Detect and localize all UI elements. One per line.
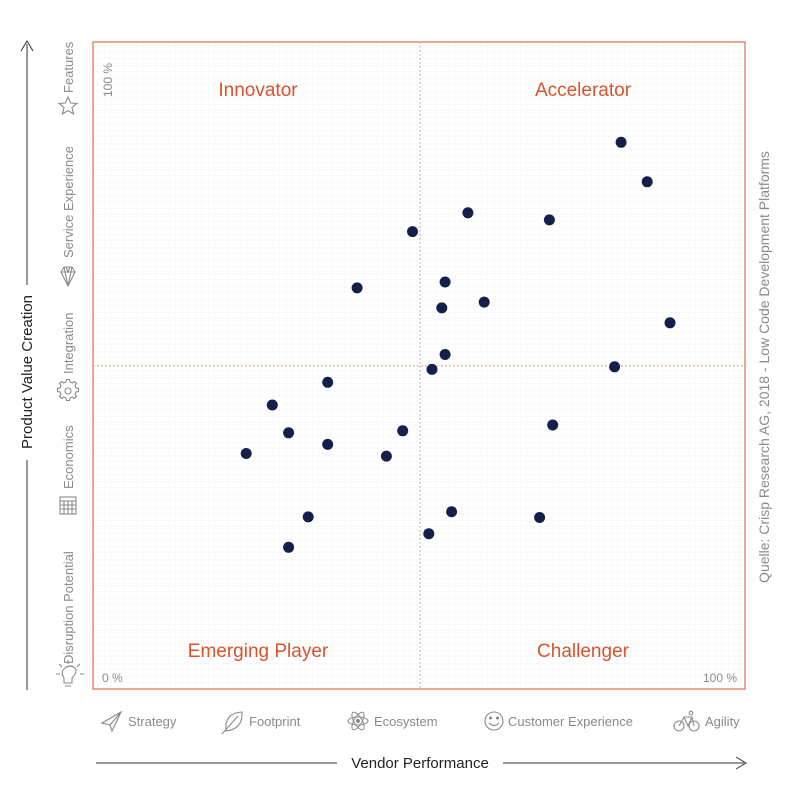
gear-icon (56, 378, 80, 402)
scatter-point-25 (423, 528, 435, 540)
scatter-point-13 (322, 376, 334, 388)
y-axis-title: Product Value Creation (19, 295, 36, 449)
scatter-point-2 (641, 176, 653, 188)
x-max-label: 100 % (703, 671, 737, 685)
scatter-point-20 (240, 448, 252, 459)
scatter-point-22 (446, 506, 458, 518)
source-label: Quelle: Crisp Research AG, 2018 - Low Co… (756, 151, 772, 583)
scatter-point-16 (547, 419, 559, 431)
diamond-icon (60, 266, 76, 288)
x-category-strategy: Strategy (100, 710, 177, 733)
x-category-label: Ecosystem (374, 714, 438, 729)
scatter-point-15 (266, 399, 278, 411)
scatter-point-9 (436, 302, 448, 314)
scatter-point-3 (462, 207, 474, 219)
scatter-point-21 (380, 450, 392, 462)
calculator-icon (59, 496, 77, 515)
paper-plane-icon (100, 710, 123, 733)
scatter-point-17 (283, 427, 295, 439)
lightbulb-icon (56, 660, 84, 687)
y-category-disruption-potential: Disruption Potential (56, 551, 84, 687)
scatter-point-5 (407, 226, 418, 238)
x-category-label: Customer Experience (508, 714, 633, 729)
star-icon (57, 95, 79, 116)
scatter-point-24 (534, 512, 546, 523)
x-category-customer-experience: Customer Experience (484, 711, 633, 731)
x-axis-title: Vendor Performance (351, 755, 489, 772)
y-category-integration: Integration (56, 313, 80, 402)
y-category-label: Disruption Potential (61, 551, 76, 664)
x-category-label: Footprint (249, 714, 301, 729)
scatter-point-23 (302, 511, 314, 523)
smiley-icon (484, 711, 504, 731)
scatter-points (240, 136, 676, 553)
y-max-label: 100 % (101, 63, 115, 97)
x-category-label: Strategy (128, 714, 177, 729)
y-category-label: Service Experience (61, 146, 76, 258)
quadrant-label-emerging-player: Emerging Player (188, 641, 329, 662)
y-category-label: Economics (61, 425, 76, 489)
x-category-agility: Agility (673, 710, 740, 732)
quadrant-label-innovator: Innovator (218, 80, 298, 101)
scatter-point-19 (322, 438, 334, 450)
bicycle-icon (673, 710, 700, 732)
scatter-point-12 (426, 363, 438, 375)
y-axis-arrowhead (20, 40, 34, 52)
y-category-features: Features (57, 41, 79, 116)
x-min-label: 0 % (102, 671, 123, 685)
scatter-point-10 (664, 317, 676, 329)
atom-icon (347, 711, 369, 731)
quadrant-label-challenger: Challenger (537, 641, 630, 662)
y-category-service-experience: Service Experience (60, 146, 76, 288)
quadrant-label-accelerator: Accelerator (535, 80, 632, 101)
y-category-label: Features (61, 41, 76, 93)
scatter-point-26 (283, 541, 295, 553)
scatter-point-7 (351, 282, 363, 294)
y-category-economics: Economics (59, 425, 77, 515)
x-category-ecosystem: Ecosystem (347, 711, 438, 731)
scatter-point-6 (439, 276, 451, 288)
scatter-point-4 (543, 214, 555, 226)
scatter-point-11 (439, 349, 451, 360)
x-category-footprint: Footprint (221, 711, 301, 735)
scatter-point-8 (478, 296, 490, 308)
y-category-label: Integration (61, 313, 76, 374)
leaf-icon (221, 711, 243, 735)
scatter-point-1 (615, 136, 627, 148)
x-category-label: Agility (705, 714, 740, 729)
plot-grid (93, 42, 745, 689)
scatter-point-18 (397, 425, 409, 437)
x-axis-arrowhead (735, 756, 747, 770)
scatter-point-14 (609, 361, 621, 373)
